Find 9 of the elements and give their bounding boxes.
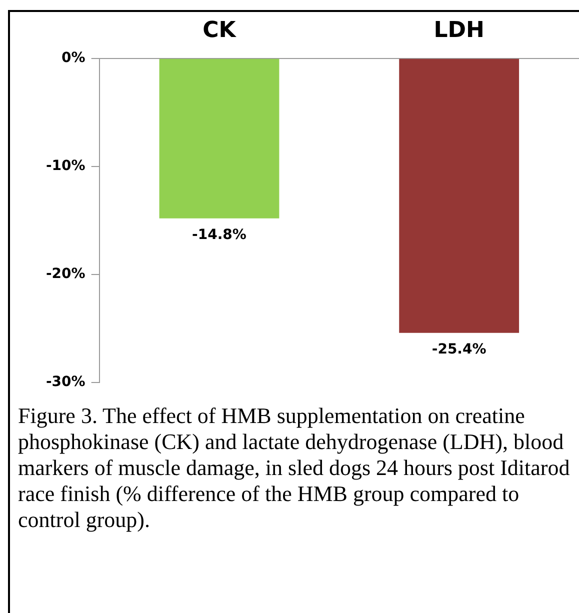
y-tick-label: -30% xyxy=(46,374,86,390)
y-tick-label: -20% xyxy=(46,266,86,282)
y-tick-label: -10% xyxy=(46,158,86,174)
caption: Figure 3. The effect of HMB supplementation on creatine phosphokinase (CK) and lactate dehydrogenase (LDH), blood markers of muscle damage, in sled dogs 24 hours post Iditarod race finish (% difference of the HMB group compared to control group). xyxy=(18,403,571,533)
data-label: -14.8% xyxy=(192,226,246,243)
x-tick-label: LDH xyxy=(434,18,484,43)
y-tick-label: 0% xyxy=(62,50,86,66)
data-label: -25.4% xyxy=(432,342,486,358)
x-tick-label: CK xyxy=(202,18,237,43)
